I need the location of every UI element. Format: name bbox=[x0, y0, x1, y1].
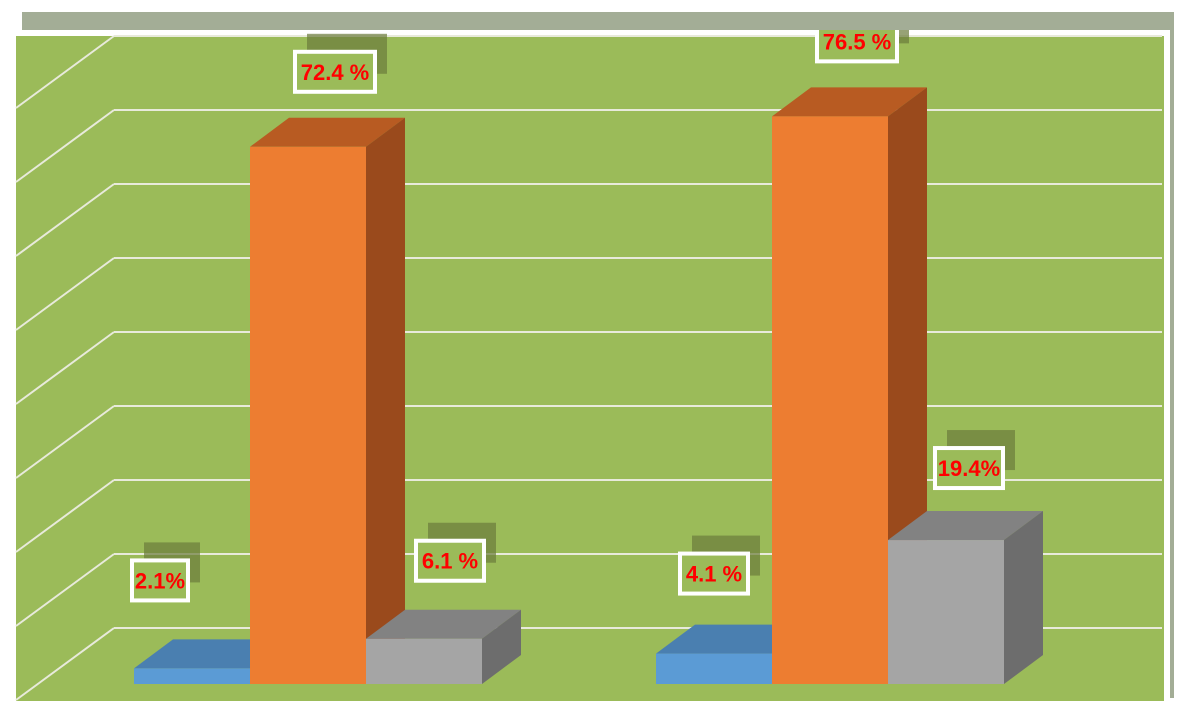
data-label-text: 4.1 % bbox=[686, 562, 742, 587]
bar-side bbox=[1004, 511, 1043, 684]
bar-front bbox=[134, 668, 250, 684]
data-label-box bbox=[933, 446, 1005, 491]
bar-front bbox=[250, 146, 366, 684]
data-label-text: 6.1 % bbox=[422, 549, 478, 574]
bar-front bbox=[888, 540, 1004, 684]
gridline-depth bbox=[15, 405, 115, 479]
gridline-depth bbox=[15, 109, 115, 183]
bar bbox=[250, 117, 405, 685]
bar-front bbox=[656, 653, 772, 684]
chart-container: 2.1% 4.1 % 72.4 % 76.5 % 6.1 % 19.4% bbox=[6, 30, 1170, 707]
data-label-text: 19.4% bbox=[938, 456, 1000, 481]
gridline-depth bbox=[15, 627, 115, 701]
bar-top bbox=[366, 609, 521, 639]
data-label: 76.5 % bbox=[815, 30, 909, 64]
data-label-box bbox=[293, 49, 377, 94]
gridline-depth bbox=[15, 479, 115, 553]
gridline-depth bbox=[15, 257, 115, 331]
data-label-box bbox=[414, 538, 486, 583]
bar bbox=[366, 609, 521, 684]
data-label: 4.1 % bbox=[678, 535, 760, 596]
bar-front bbox=[366, 638, 482, 684]
bar-front bbox=[772, 116, 888, 685]
bar-top bbox=[250, 117, 405, 147]
bar-side bbox=[482, 609, 521, 684]
gridline-depth bbox=[15, 331, 115, 405]
data-label-text: 72.4 % bbox=[301, 60, 370, 85]
data-label: 2.1% bbox=[130, 542, 200, 603]
data-label-box bbox=[130, 558, 190, 603]
gridline-depth bbox=[15, 183, 115, 257]
bar-chart: 2.1% 4.1 % 72.4 % 76.5 % 6.1 % 19.4% bbox=[15, 30, 1164, 701]
bars bbox=[134, 87, 1043, 685]
data-label: 6.1 % bbox=[414, 522, 496, 583]
bar bbox=[888, 511, 1043, 684]
data-label: 19.4% bbox=[933, 430, 1015, 491]
bar-top bbox=[772, 87, 927, 117]
data-label-text: 2.1% bbox=[135, 568, 185, 593]
data-label-box bbox=[815, 30, 899, 64]
gridline-depth bbox=[15, 553, 115, 627]
gridline-depth bbox=[15, 35, 115, 109]
data-labels: 2.1% 4.1 % 72.4 % 76.5 % 6.1 % 19.4% bbox=[130, 30, 1015, 603]
bar-top bbox=[888, 511, 1043, 541]
data-label-text: 76.5 % bbox=[823, 30, 892, 54]
data-label-box bbox=[678, 551, 750, 596]
bar-side bbox=[366, 117, 405, 685]
data-label: 72.4 % bbox=[293, 33, 387, 94]
